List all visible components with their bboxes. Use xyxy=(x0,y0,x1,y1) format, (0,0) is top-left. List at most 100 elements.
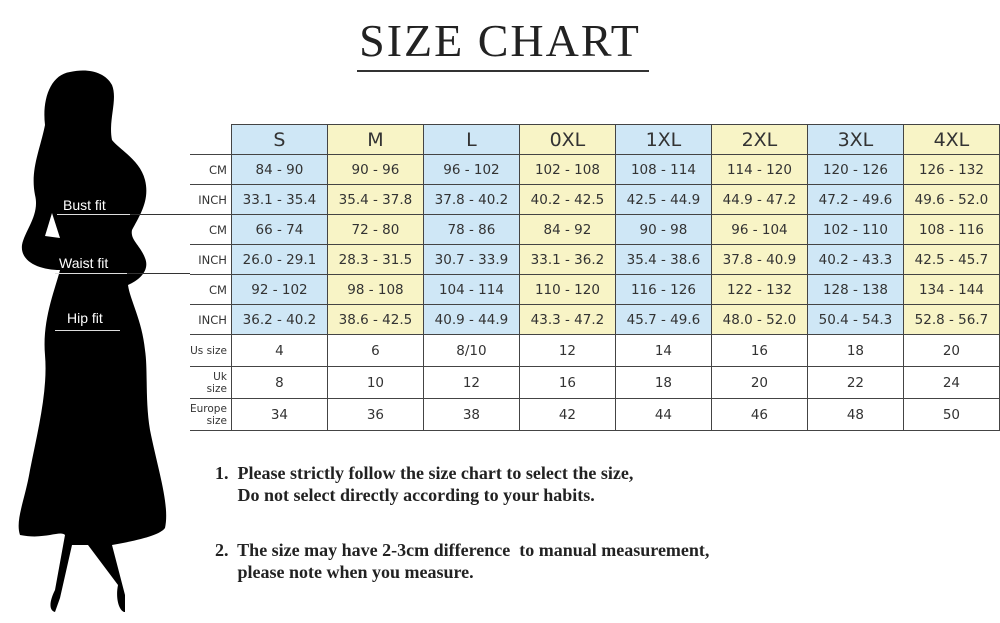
table-cell: 44 xyxy=(614,398,712,431)
table-cell: 48.0 - 52.0 xyxy=(710,304,808,335)
table-cell: 35.4 - 37.8 xyxy=(326,184,424,215)
table-cell: 98 - 108 xyxy=(326,274,424,305)
note-1-line-2: Do not select directly according to your… xyxy=(215,485,595,505)
table-cell: 84 - 92 xyxy=(518,214,616,245)
note-2-line-2: please note when you measure. xyxy=(215,562,474,582)
table-cell: 90 - 96 xyxy=(326,154,424,185)
table-cell: 128 - 138 xyxy=(806,274,904,305)
table-cell: 46 xyxy=(710,398,808,431)
table-cell: 35.4 - 38.6 xyxy=(614,244,712,275)
row-label: CM xyxy=(190,274,232,305)
table-cell: 120 - 126 xyxy=(806,154,904,185)
table-cell: 49.6 - 52.0 xyxy=(902,184,1000,215)
table-cell: 45.7 - 49.6 xyxy=(614,304,712,335)
size-header-2xl: 2XL xyxy=(710,124,808,155)
table-cell: 38.6 - 42.5 xyxy=(326,304,424,335)
hip-fit-label: Hip fit xyxy=(67,310,103,326)
size-header-m: M xyxy=(326,124,424,155)
corner-cell xyxy=(190,124,232,155)
table-cell: 126 - 132 xyxy=(902,154,1000,185)
table-cell: 110 - 120 xyxy=(518,274,616,305)
table-row: Uk size 8 10 12 16 18 20 22 24 xyxy=(190,366,1000,399)
table-cell: 40.2 - 43.3 xyxy=(806,244,904,275)
size-chart-table: S M L 0XL 1XL 2XL 3XL 4XL CM 84 - 90 90 - 96 96 - 1… xyxy=(190,124,1000,431)
table-row: INCH 26.0 - 29.1 28.3 - 31.5 30.7 - 33.9 33.… xyxy=(190,244,1000,275)
table-cell: 4 xyxy=(230,334,328,367)
table-cell: 30.7 - 33.9 xyxy=(422,244,520,275)
table-cell: 18 xyxy=(806,334,904,367)
table-cell: 8 xyxy=(230,366,328,399)
table-cell: 122 - 132 xyxy=(710,274,808,305)
table-cell: 114 - 120 xyxy=(710,154,808,185)
table-row: INCH 33.1 - 35.4 35.4 - 37.8 37.8 - 40.2 40.… xyxy=(190,184,1000,215)
bust-fit-leader-line xyxy=(130,214,190,215)
table-cell: 102 - 108 xyxy=(518,154,616,185)
row-label: CM xyxy=(190,214,232,245)
table-cell: 6 xyxy=(326,334,424,367)
table-cell: 72 - 80 xyxy=(326,214,424,245)
note-2-line-1: 2. The size may have 2-3cm difference to… xyxy=(215,540,710,560)
table-cell: 66 - 74 xyxy=(230,214,328,245)
table-row: CM 84 - 90 90 - 96 96 - 102 102 - 108 108 - 1… xyxy=(190,154,1000,185)
row-label: Europe size xyxy=(190,398,232,431)
table-cell: 8/10 xyxy=(422,334,520,367)
table-cell: 78 - 86 xyxy=(422,214,520,245)
table-cell: 48 xyxy=(806,398,904,431)
table-cell: 36 xyxy=(326,398,424,431)
table-cell: 26.0 - 29.1 xyxy=(230,244,328,275)
table-cell: 24 xyxy=(902,366,1000,399)
table-cell: 37.8 - 40.9 xyxy=(710,244,808,275)
table-cell: 20 xyxy=(902,334,1000,367)
table-cell: 108 - 114 xyxy=(614,154,712,185)
table-cell: 12 xyxy=(518,334,616,367)
table-cell: 116 - 126 xyxy=(614,274,712,305)
woman-silhouette-image xyxy=(18,70,167,613)
table-cell: 28.3 - 31.5 xyxy=(326,244,424,275)
table-cell: 42 xyxy=(518,398,616,431)
waist-fit-divider xyxy=(55,273,127,274)
bust-fit-label: Bust fit xyxy=(63,197,106,213)
size-header-0xl: 0XL xyxy=(518,124,616,155)
hip-fit-divider xyxy=(55,330,120,331)
table-cell: 14 xyxy=(614,334,712,367)
row-label: CM xyxy=(190,154,232,185)
table-cell: 36.2 - 40.2 xyxy=(230,304,328,335)
table-cell: 34 xyxy=(230,398,328,431)
table-cell: 92 - 102 xyxy=(230,274,328,305)
table-cell: 108 - 116 xyxy=(902,214,1000,245)
table-cell: 44.9 - 47.2 xyxy=(710,184,808,215)
bust-fit-divider xyxy=(57,214,130,215)
table-cell: 134 - 144 xyxy=(902,274,1000,305)
table-cell: 16 xyxy=(518,366,616,399)
table-cell: 96 - 102 xyxy=(422,154,520,185)
size-header-s: S xyxy=(230,124,328,155)
table-cell: 104 - 114 xyxy=(422,274,520,305)
size-header-l: L xyxy=(422,124,520,155)
waist-fit-leader-line xyxy=(127,273,190,274)
table-cell: 22 xyxy=(806,366,904,399)
table-cell: 50.4 - 54.3 xyxy=(806,304,904,335)
size-header-3xl: 3XL xyxy=(806,124,904,155)
row-label: Uk size xyxy=(190,366,232,399)
table-row: Europe size 34 36 38 42 44 46 48 50 xyxy=(190,398,1000,431)
table-cell: 84 - 90 xyxy=(230,154,328,185)
row-label: INCH xyxy=(190,184,232,215)
table-cell: 20 xyxy=(710,366,808,399)
table-cell: 10 xyxy=(326,366,424,399)
table-row: INCH 36.2 - 40.2 38.6 - 42.5 40.9 - 44.9 43.… xyxy=(190,304,1000,335)
table-cell: 42.5 - 45.7 xyxy=(902,244,1000,275)
table-cell: 43.3 - 47.2 xyxy=(518,304,616,335)
table-cell: 40.2 - 42.5 xyxy=(518,184,616,215)
table-cell: 38 xyxy=(422,398,520,431)
table-cell: 90 - 98 xyxy=(614,214,712,245)
table-cell: 12 xyxy=(422,366,520,399)
notes: 1. Please strictly follow the size chart… xyxy=(215,462,709,583)
table-cell: 96 - 104 xyxy=(710,214,808,245)
table-cell: 52.8 - 56.7 xyxy=(902,304,1000,335)
table-cell: 50 xyxy=(902,398,1000,431)
table-row: CM 66 - 74 72 - 80 78 - 86 84 - 92 90 - 98 96 … xyxy=(190,214,1000,245)
row-label: INCH xyxy=(190,304,232,335)
table-cell: 47.2 - 49.6 xyxy=(806,184,904,215)
size-header-4xl: 4XL xyxy=(902,124,1000,155)
row-label: Us size xyxy=(190,334,232,367)
